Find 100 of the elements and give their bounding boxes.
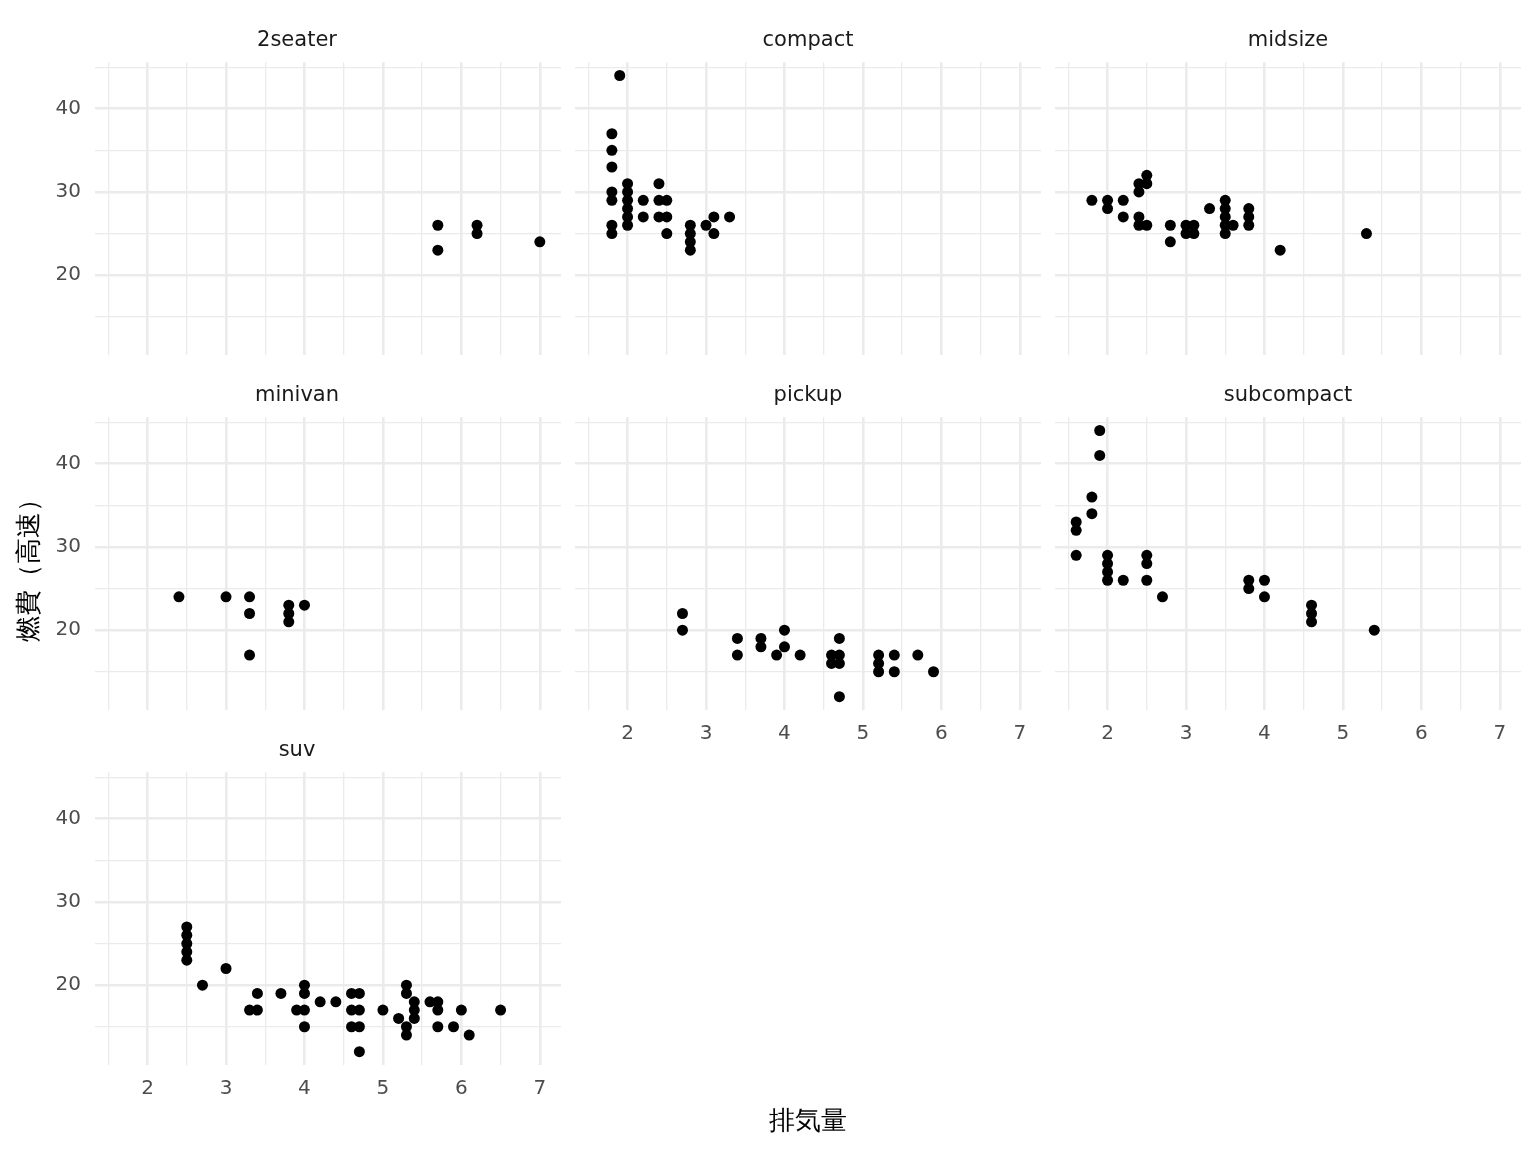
point [771,649,783,661]
point [1117,211,1129,223]
point [432,1021,444,1033]
point [377,1004,389,1016]
point [1094,425,1106,437]
point [244,608,256,620]
point [928,666,940,678]
x-tick-label: 2 [621,720,634,745]
x-tick-label: 6 [935,720,948,745]
point [1094,449,1106,461]
x-tick-label: 5 [1336,720,1350,745]
x-tick-label: 3 [1179,720,1193,745]
point [1368,624,1380,636]
point [534,236,546,248]
point [833,632,845,644]
y-tick-label: 30 [55,533,81,558]
x-tick-label: 7 [533,1075,547,1100]
point [676,608,688,620]
point [637,194,649,206]
point [1204,203,1216,215]
point [1086,194,1098,206]
point [873,666,885,678]
point [606,128,618,140]
x-tick-label: 4 [778,720,791,745]
point [606,228,618,240]
x-tick-label: 4 [298,1075,311,1100]
point [778,641,790,653]
point [1133,186,1145,198]
point [1156,591,1168,603]
point [1360,228,1372,240]
point [353,1046,365,1058]
point [833,691,845,703]
point [1219,228,1231,240]
point [724,211,736,223]
point [393,1012,405,1024]
point [432,244,444,256]
point [1141,558,1153,570]
point [676,624,688,636]
x-tick-label: 7 [1493,720,1507,745]
point [298,599,310,611]
point [1086,508,1098,520]
x-tick-label: 6 [1415,720,1428,745]
point [731,632,743,644]
point [244,591,256,603]
y-tick-label: 30 [55,888,81,913]
point [794,649,806,661]
chart-title: 2seater [257,27,338,52]
x-tick-label: 2 [141,1075,154,1100]
point [1086,491,1098,503]
point [448,1021,460,1033]
point [330,996,342,1008]
point [283,616,295,628]
point [220,963,232,975]
point [888,666,900,678]
point [661,228,673,240]
point [1117,574,1129,586]
y-tick-label: 40 [55,449,81,474]
x-tick-label: 7 [1013,720,1027,745]
point [196,979,208,991]
x-tick-label: 3 [219,1075,233,1100]
point [495,1004,507,1016]
point [471,228,483,240]
point [614,70,626,82]
y-tick-label: 40 [55,804,81,829]
point [455,1004,467,1016]
point [1164,236,1176,248]
point [251,987,263,999]
point [314,996,326,1008]
point [1164,219,1176,231]
point [1274,244,1286,256]
y-tick-label: 20 [55,971,81,996]
point [1243,583,1255,595]
point [606,144,618,156]
y-tick-label: 40 [55,94,81,119]
y-axis-title: 燃費（高速） [11,485,44,642]
y-tick-label: 20 [55,616,81,641]
point [661,194,673,206]
point [888,649,900,661]
y-tick-label: 30 [55,178,81,203]
point [708,211,720,223]
point [463,1029,475,1041]
point [220,591,232,603]
point [432,219,444,231]
point [244,649,256,661]
x-tick-label: 4 [1258,720,1271,745]
x-tick-label: 5 [856,720,870,745]
point [1188,228,1200,240]
point [1258,591,1270,603]
point [1117,194,1129,206]
point [1258,574,1270,586]
x-tick-label: 6 [455,1075,468,1100]
x-tick-label: 2 [1101,720,1114,745]
point [298,1021,310,1033]
point [755,641,767,653]
point [731,649,743,661]
y-tick-label: 20 [55,261,81,286]
chart-title: midsize [1247,27,1329,52]
chart-title: suv [278,737,316,762]
point [708,228,720,240]
chart-title: minivan [254,382,340,407]
